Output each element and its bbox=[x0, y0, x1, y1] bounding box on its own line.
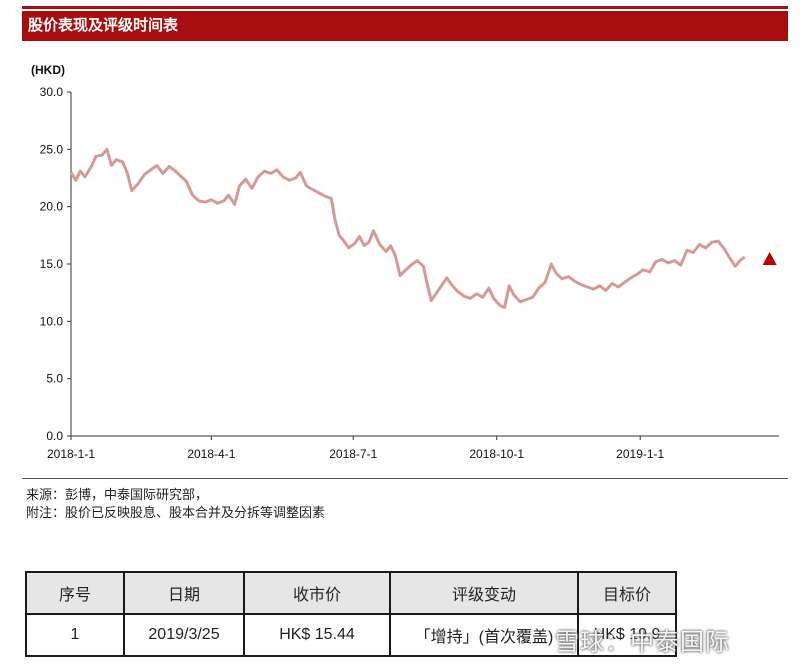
source-note: 来源：彭博，中泰国际研究部， bbox=[26, 487, 209, 502]
price-line bbox=[69, 147, 746, 310]
top-rule bbox=[22, 6, 788, 9]
rating-marker bbox=[762, 251, 777, 265]
watermark-text: 雪球：中泰国际 bbox=[555, 629, 730, 656]
x-tick-label: 2018-7-1 bbox=[329, 447, 377, 461]
table-row: 1 2019/3/25 HK$ 15.44 「增持」(首次覆盖) HK$ 19.… bbox=[25, 613, 677, 657]
cell-close-price: HK$ 15.44 bbox=[243, 613, 391, 657]
header-date: 日期 bbox=[123, 571, 245, 615]
y-axis-unit-label: (HKD) bbox=[31, 63, 65, 77]
y-tick-label: 15.0 bbox=[40, 257, 64, 271]
cell-rating-change: 「增持」(首次覆盖) bbox=[389, 613, 579, 657]
y-tick-label: 5.0 bbox=[46, 372, 63, 386]
cell-index: 1 bbox=[25, 613, 125, 657]
header-close-price: 收市价 bbox=[243, 571, 391, 615]
header-index: 序号 bbox=[25, 571, 125, 615]
y-tick-label: 10.0 bbox=[40, 314, 64, 328]
header-target-price: 目标价 bbox=[577, 571, 677, 615]
header-rating-change: 评级变动 bbox=[389, 571, 579, 615]
x-tick-label: 2018-1-1 bbox=[47, 447, 95, 461]
notes-divider bbox=[22, 478, 788, 479]
rating-table-header: 序号 日期 收市价 评级变动 目标价 bbox=[25, 571, 677, 615]
y-tick-label: 20.0 bbox=[40, 200, 64, 214]
x-tick-label: 2019-1-1 bbox=[616, 447, 664, 461]
x-tick-label: 2018-10-1 bbox=[469, 447, 524, 461]
y-tick-label: 25.0 bbox=[40, 142, 64, 156]
x-tick-label: 2018-4-1 bbox=[187, 447, 235, 461]
section-title: 股价表现及评级时间表 bbox=[22, 11, 788, 41]
cell-date: 2019/3/25 bbox=[123, 613, 245, 657]
y-tick-label: 0.0 bbox=[46, 429, 63, 443]
remark-note: 附注：股价已反映股息、股本合并及分拆等调整因素 bbox=[26, 505, 326, 520]
cell-target-price: HK$ 19.9 bbox=[577, 613, 677, 657]
rating-table: 序号 日期 收市价 评级变动 目标价 1 2019/3/25 HK$ 15.44… bbox=[25, 571, 677, 657]
stock-price-chart: (HKD) 0.0 5.0 10.0 15.0 20.0 25.0 30.0 2018-1-1 2… bbox=[31, 63, 779, 461]
y-tick-label: 30.0 bbox=[40, 85, 64, 99]
chart-notes: 来源：彭博，中泰国际研究部， 附注：股价已反映股息、股本合并及分拆等调整因素 bbox=[26, 486, 325, 522]
